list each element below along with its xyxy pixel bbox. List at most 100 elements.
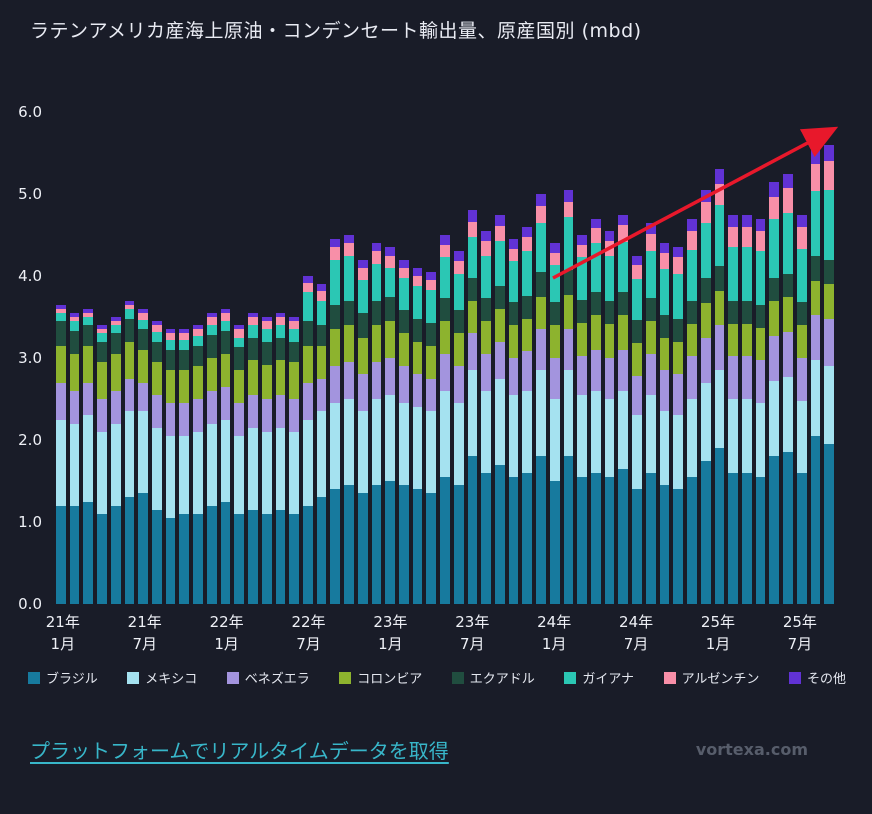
bar-segment (632, 343, 642, 377)
bar-segment (714, 448, 725, 604)
x-tick-label: 21年 1月 (45, 613, 80, 653)
y-tick-label: 2.0 (18, 431, 42, 449)
bar-segment (536, 271, 546, 297)
bar-segment (673, 257, 684, 274)
bar-segment (110, 333, 121, 354)
bar-segment (481, 472, 491, 604)
bar-segment (508, 239, 519, 249)
bar-2021-05 (110, 112, 121, 604)
bar-segment (563, 202, 574, 217)
bar-segment (577, 322, 588, 356)
bar-segment (796, 358, 807, 401)
bar-segment (426, 345, 437, 379)
bar-segment (632, 376, 642, 416)
bar-segment (371, 485, 382, 604)
bar-segment (330, 259, 341, 305)
bar-segment (824, 444, 834, 604)
bar-segment (206, 505, 217, 604)
bar-segment (563, 370, 574, 457)
bar-2023-08 (481, 112, 491, 604)
legend-item: ベネズエラ (226, 668, 310, 687)
bar-segment (536, 329, 546, 371)
bar-segment (508, 302, 519, 326)
bar-2023-05 (440, 112, 450, 604)
bar-segment (371, 399, 382, 486)
legend: ブラジル メキシコ ベネズエラ コロンビア エクアドル ガイアナ アルゼンチン その他 (28, 668, 846, 687)
bar-segment (371, 243, 382, 252)
bar-segment (275, 337, 286, 361)
bar-segment (714, 204, 725, 267)
bar-segment (69, 317, 80, 322)
bar-segment (783, 173, 793, 189)
bar-segment (248, 312, 258, 318)
legend-label: コロンビア (357, 672, 423, 687)
bar-segment (426, 289, 437, 323)
bar-segment (152, 509, 162, 604)
bar-segment (152, 341, 162, 363)
bar-segment (330, 366, 341, 404)
bar-2023-09 (495, 112, 505, 604)
bar-segment (453, 273, 464, 311)
bar-2021-12 (206, 112, 217, 604)
bar-segment (97, 362, 107, 400)
bar-segment (440, 321, 450, 354)
bar-segment (796, 400, 807, 473)
bar-segment (398, 485, 409, 604)
bar-segment (124, 318, 135, 342)
bar-segment (165, 435, 176, 518)
bar-segment (179, 403, 190, 436)
bar-segment (412, 318, 423, 342)
bar-segment (769, 181, 780, 197)
bar-segment (398, 259, 409, 268)
bar-segment (659, 269, 670, 315)
bar-segment (97, 329, 107, 334)
bar-segment (687, 476, 697, 604)
bar-segment (97, 325, 107, 330)
legend-item: ブラジル (28, 668, 98, 687)
legend-label: エクアドル (469, 672, 535, 687)
bar-segment (769, 196, 780, 220)
bar-2025-01 (714, 112, 725, 604)
bar-segment (302, 345, 313, 383)
bar-segment (755, 476, 766, 604)
bar-segment (741, 399, 752, 473)
bar-segment (481, 240, 491, 256)
bar-segment (302, 276, 313, 283)
bar-segment (632, 489, 642, 604)
bar-2024-11 (687, 112, 697, 604)
realtime-data-link[interactable]: プラットフォームでリアルタイムデータを取得 (30, 739, 449, 763)
bar-2021-08 (152, 112, 162, 604)
bar-segment (83, 415, 94, 502)
bar-segment (275, 360, 286, 395)
bar-segment (97, 431, 107, 514)
bar-segment (741, 300, 752, 324)
bar-segment (741, 472, 752, 604)
bar-segment (536, 370, 546, 457)
bar-segment (563, 270, 574, 295)
bar-segment (495, 464, 505, 604)
bar-segment (206, 390, 217, 424)
bar-segment (700, 189, 711, 203)
bar-segment (165, 403, 176, 436)
bar-segment (549, 399, 560, 481)
bar-segment (591, 218, 601, 229)
bar-segment (220, 308, 231, 313)
bar-segment (577, 355, 588, 395)
bar-segment (412, 374, 423, 408)
bar-2023-07 (467, 112, 478, 604)
bar-segment (796, 248, 807, 303)
bar-segment (714, 266, 725, 291)
bar-segment (632, 415, 642, 490)
bar-2025-05 (769, 112, 780, 604)
bar-segment (714, 184, 725, 205)
bar-segment (344, 300, 354, 326)
bar-segment (316, 345, 327, 379)
y-tick-label: 0.0 (18, 595, 42, 613)
bar-segment (810, 256, 821, 281)
bar-segment (316, 284, 327, 291)
bar-segment (467, 277, 478, 301)
bar-2024-06 (618, 112, 629, 604)
bar-segment (522, 236, 533, 251)
bar-segment (604, 240, 615, 256)
